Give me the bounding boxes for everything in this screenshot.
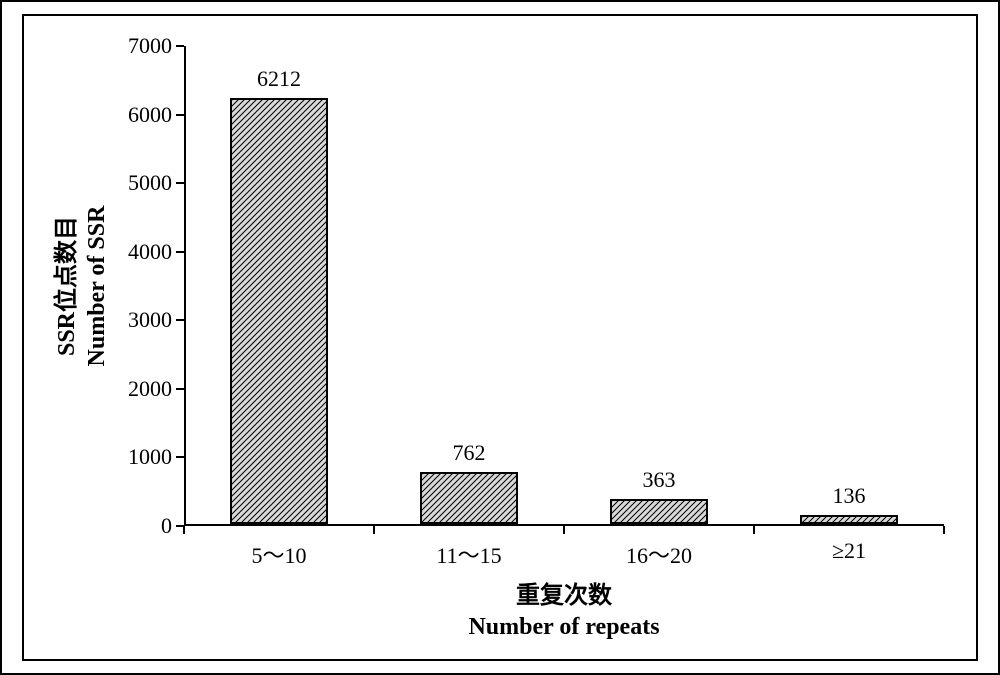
bar (420, 472, 519, 524)
plot-area: 010002000300040005000600070005～10621211～… (184, 46, 944, 526)
y-tick (176, 45, 184, 47)
y-tick-label: 3000 (128, 307, 172, 333)
x-tick (563, 526, 565, 534)
bar (610, 499, 709, 524)
x-tick (373, 526, 375, 534)
y-tick-label: 6000 (128, 102, 172, 128)
x-category-label: 5～10 (251, 538, 306, 570)
y-tick (176, 456, 184, 458)
y-tick (176, 251, 184, 253)
y-axis-title: SSR位点数目 Number of SSR (52, 206, 112, 367)
y-tick-label: 0 (161, 513, 172, 539)
x-tick (753, 526, 755, 534)
bar-value-label: 363 (643, 467, 676, 493)
y-axis-title-en: Number of SSR (84, 206, 110, 367)
y-tick-label: 1000 (128, 444, 172, 470)
x-axis-title-cn: 重复次数 (468, 581, 659, 612)
x-category-label: 16～20 (626, 538, 692, 570)
chart-frame: 0 1000 2000 3000 4000 5000 6000 7000 5～10 6212 11～… (22, 14, 978, 661)
x-tick (183, 526, 185, 534)
y-tick-label: 2000 (128, 376, 172, 402)
image-outer-frame: 0 1000 2000 3000 4000 5000 6000 7000 5～10 6212 11～… (0, 0, 1000, 675)
bar (800, 515, 899, 524)
y-tick (176, 388, 184, 390)
bar-value-label: 6212 (257, 66, 301, 92)
y-tick-label: 5000 (128, 170, 172, 196)
x-category-label: 11～15 (436, 538, 501, 570)
x-tick (943, 526, 945, 534)
bar (230, 98, 329, 524)
y-tick (176, 114, 184, 116)
x-axis-title: 重复次数 Number of repeats (468, 581, 659, 643)
y-tick-label: 7000 (128, 33, 172, 59)
y-tick-label: 4000 (128, 239, 172, 265)
y-tick (176, 182, 184, 184)
y-axis-title-cn: SSR位点数目 (54, 216, 80, 356)
x-axis-title-en: Number of repeats (468, 612, 659, 643)
x-category-label: ≥21 (832, 538, 866, 564)
y-tick (176, 319, 184, 321)
bar-value-label: 136 (833, 483, 866, 509)
y-axis-line (184, 46, 186, 526)
bar-value-label: 762 (453, 440, 486, 466)
